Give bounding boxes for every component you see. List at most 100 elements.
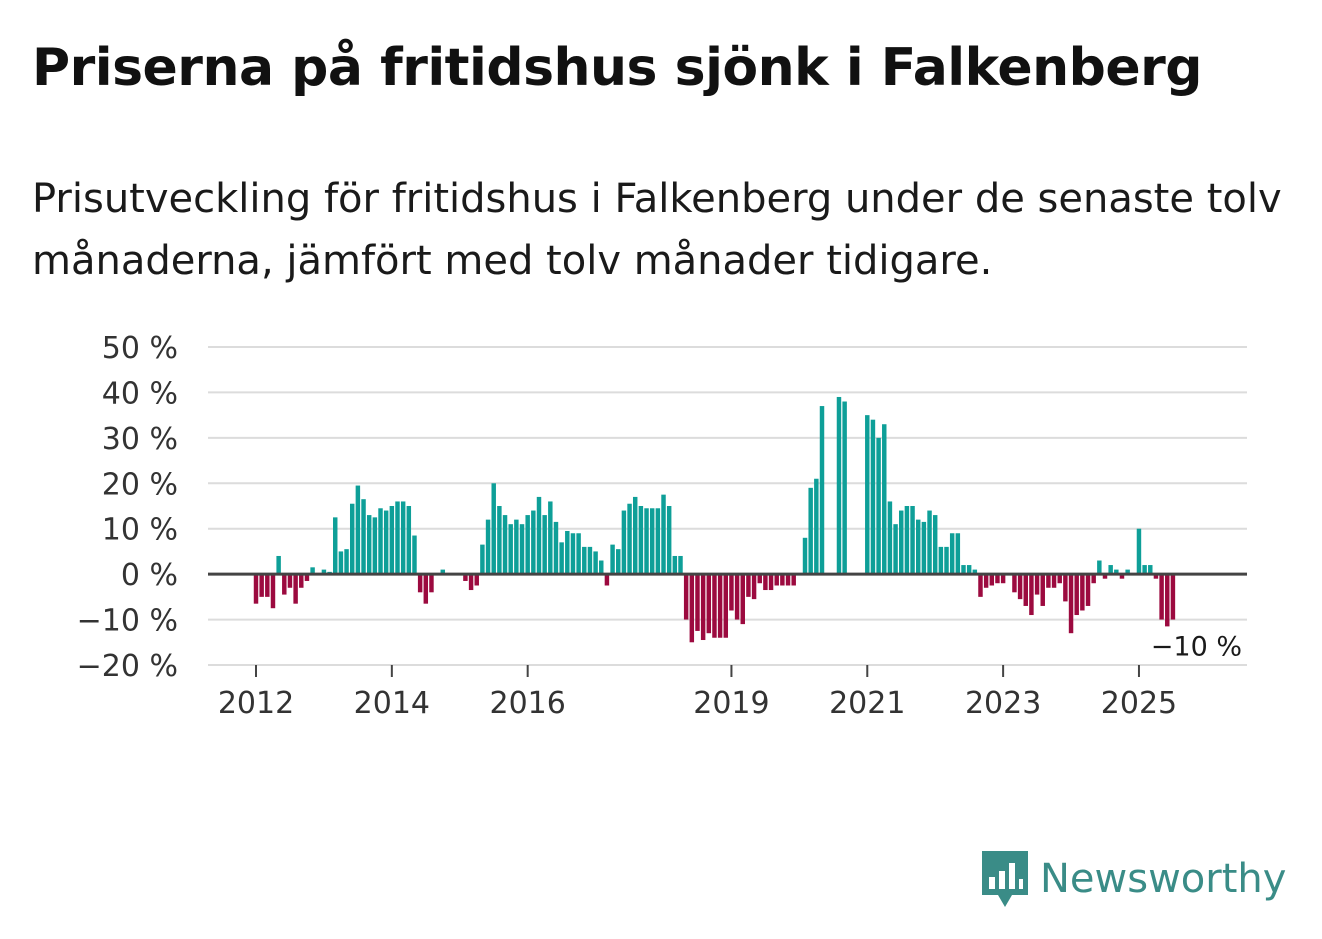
bar [712,574,717,638]
bar [1034,574,1040,595]
bar [582,546,587,575]
bars [253,396,1176,643]
x-axis: 2012 2014 2016 2019 2021 2023 2025 [218,665,1177,721]
bar [497,506,502,575]
bar [932,515,938,575]
bar [282,574,287,595]
bar [1170,574,1176,620]
bar [474,574,479,586]
bar [378,508,383,575]
bar [921,521,927,575]
bar [882,424,887,575]
bar [1023,574,1028,606]
bar [440,569,446,575]
bar [802,537,808,575]
bar [989,574,995,586]
bar [565,530,570,575]
bar [417,574,423,593]
bar [717,574,723,638]
bar [1097,560,1102,575]
bar [689,574,695,643]
bar [610,544,615,575]
bar [349,503,355,575]
bar [774,574,779,586]
bar [423,574,429,604]
bar [372,517,378,575]
bar [649,508,655,575]
bar [966,565,972,575]
bar [593,551,598,575]
bar [361,499,366,575]
bar [899,510,904,575]
bar [887,501,893,575]
y-tick-label: 20 % [102,467,178,502]
bar [893,524,898,575]
bar [491,483,496,575]
bar [1074,574,1079,616]
last-value-label: −10 % [1151,632,1242,663]
bar [666,506,672,575]
bar [949,533,955,575]
y-tick-label: 0 % [121,558,178,593]
newsworthy-logo: Newsworthy [980,848,1286,910]
bar [1091,574,1096,584]
bar [1000,574,1006,584]
x-tick-label: 2016 [490,686,566,721]
bar [695,574,700,631]
bar [995,574,1000,584]
bar [293,574,298,604]
bar [740,574,745,625]
bar [842,401,847,575]
bar [1148,565,1153,575]
bar [1102,574,1108,579]
bar [700,574,706,641]
bar [299,574,304,588]
bar [814,478,819,575]
bar [678,555,683,575]
bar-chart-bubble-icon [982,851,1028,907]
bar [429,574,434,593]
bar [1136,528,1142,575]
bar [587,546,593,575]
bar [333,517,338,575]
bar [599,560,604,575]
bar [627,503,632,575]
bar [304,574,310,581]
bar [531,510,536,575]
bar [338,551,344,575]
bar [1153,574,1159,579]
bar [1029,574,1034,616]
bar [1057,574,1062,584]
bar [644,508,649,575]
x-tick-label: 2019 [693,686,769,721]
bar [1165,574,1170,627]
bar [757,574,762,584]
bar [751,574,757,600]
x-tick-label: 2014 [354,686,430,721]
bar [270,574,276,609]
chart-subtitle: Prisutveckling för fritidshus i Falkenbe… [32,176,1282,284]
bar [655,508,661,575]
y-tick-label: 30 % [102,422,178,457]
y-tick-label: 40 % [102,376,178,411]
bar [548,501,553,575]
bar [265,574,270,597]
bar [570,533,576,575]
chart-title: Priserna på fritidshus sjönk i Falkenber… [32,38,1202,98]
x-tick-label: 2021 [829,686,905,721]
bar [1017,574,1023,600]
bar [729,574,734,611]
bar [661,494,666,575]
bar [1046,574,1051,588]
price-change-bar-chart: 50 %40 %30 %20 %10 %0 %−10 %−20 % 2012 20… [77,331,1247,721]
bar [746,574,751,597]
bar [514,519,519,575]
y-tick-label: −20 % [77,649,178,684]
bar [972,569,978,575]
bar [865,415,870,575]
bar [836,396,842,575]
bar [819,406,825,575]
bar [734,574,740,620]
bar [955,533,961,575]
bar [1051,574,1057,588]
